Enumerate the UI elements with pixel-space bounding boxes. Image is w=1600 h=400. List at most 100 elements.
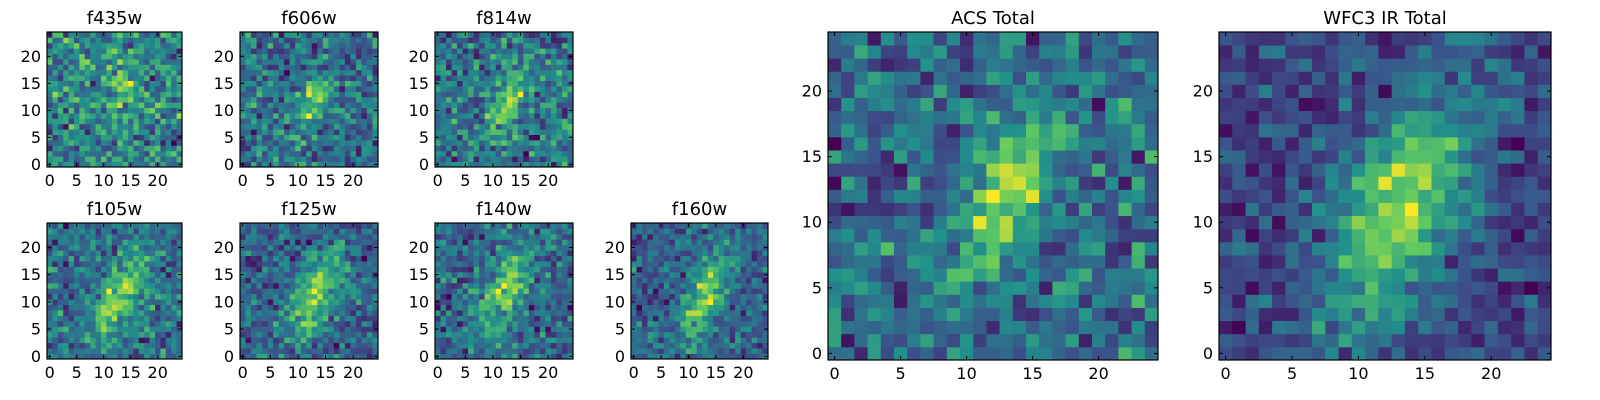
heatmap-cell — [361, 266, 368, 273]
heatmap-cell — [171, 277, 177, 284]
heatmap-cell — [256, 129, 263, 135]
heatmap-cell — [133, 277, 140, 284]
heatmap-cell — [160, 140, 167, 146]
heatmap-cell — [724, 348, 731, 354]
heatmap-cell — [289, 86, 296, 92]
heatmap-cell — [451, 353, 458, 360]
heatmap-cell — [63, 299, 69, 305]
x-tick-label: 10 — [678, 363, 698, 382]
heatmap-cell — [160, 299, 167, 305]
heatmap-cell — [451, 53, 458, 60]
heatmap-cell — [68, 271, 75, 278]
heatmap-cell — [138, 233, 145, 240]
heatmap-cell — [1026, 307, 1040, 322]
heatmap-cell — [1092, 189, 1106, 203]
heatmap-cell — [933, 215, 948, 230]
heatmap-cell — [144, 348, 150, 354]
heatmap-cell — [300, 80, 307, 87]
heatmap-cell — [729, 282, 736, 289]
heatmap-cell — [641, 282, 648, 289]
heatmap-cell — [57, 223, 64, 229]
heatmap-cell — [278, 255, 285, 262]
heatmap-cell — [366, 134, 373, 141]
heatmap-cell — [111, 118, 118, 125]
heatmap-cell — [440, 233, 447, 240]
heatmap-cell — [106, 75, 113, 81]
heatmap-cell — [350, 255, 357, 262]
heatmap-cell — [462, 37, 469, 44]
heatmap-cell — [468, 304, 475, 311]
heatmap-cell — [111, 348, 118, 354]
heatmap-cell — [550, 239, 557, 246]
heatmap-cell — [517, 91, 524, 98]
heatmap-cell — [90, 266, 96, 273]
heatmap-cell — [484, 150, 491, 157]
heatmap-cell — [251, 113, 257, 119]
heatmap-cell — [1144, 320, 1159, 335]
heatmap-cell — [854, 176, 868, 190]
heatmap-cell — [1144, 215, 1159, 230]
heatmap-cell — [561, 233, 568, 240]
heatmap-cell — [122, 255, 129, 262]
heatmap-cell — [273, 140, 280, 146]
heatmap-cell — [138, 288, 145, 295]
heatmap-cell — [122, 331, 129, 338]
heatmap-cell — [372, 69, 379, 76]
heatmap-cell — [128, 233, 134, 240]
heatmap-cell — [534, 223, 541, 229]
heatmap-cell — [245, 244, 252, 251]
heatmap-cell — [160, 113, 167, 119]
heatmap-cell — [344, 320, 351, 327]
heatmap-cell — [361, 223, 368, 229]
heatmap-cell — [47, 320, 53, 327]
heatmap-cell — [245, 42, 252, 49]
heatmap-cell — [251, 64, 257, 71]
heatmap-cell — [490, 53, 497, 60]
heatmap-cell — [57, 113, 64, 119]
heatmap-cell — [84, 320, 91, 327]
heatmap-cell — [306, 102, 313, 108]
heatmap-cell — [999, 241, 1014, 256]
heatmap-cell — [495, 80, 502, 87]
heatmap-cell — [457, 80, 463, 87]
heatmap-cell — [295, 123, 302, 130]
heatmap-cell — [160, 353, 167, 360]
heatmap-cell — [495, 53, 502, 60]
heatmap-cell — [128, 129, 134, 135]
heatmap-cell — [556, 233, 563, 240]
heatmap-cell — [567, 37, 574, 44]
heatmap-cell — [669, 271, 676, 278]
heatmap-cell — [311, 75, 318, 81]
heatmap-cell — [735, 261, 741, 267]
heatmap-cell — [685, 315, 692, 322]
heatmap-cell — [165, 233, 172, 240]
heatmap-cell — [545, 299, 552, 305]
heatmap-cell — [669, 228, 676, 235]
heatmap-cell — [512, 75, 519, 81]
heatmap-cell — [262, 59, 268, 65]
heatmap-cell — [111, 304, 118, 311]
heatmap-cell — [300, 293, 307, 300]
heatmap-cell — [550, 331, 557, 338]
heatmap-cell — [746, 353, 752, 360]
heatmap-cell — [366, 145, 373, 152]
heatmap-cell — [534, 310, 541, 316]
heatmap-cell — [149, 48, 156, 54]
heatmap-cell — [300, 123, 307, 130]
heatmap-cell — [473, 228, 480, 235]
heatmap-cell — [361, 271, 368, 278]
heatmap-cell — [79, 261, 86, 267]
heatmap-cell — [894, 176, 908, 190]
heatmap-cell — [165, 123, 172, 130]
heatmap-cell — [95, 299, 102, 305]
heatmap-cell — [451, 107, 458, 114]
heatmap-cell — [106, 48, 113, 54]
heatmap-cell — [740, 304, 747, 311]
heatmap-cell — [289, 123, 296, 130]
heatmap-cell — [256, 293, 263, 300]
heatmap-cell — [176, 315, 183, 322]
heatmap-cell — [149, 288, 156, 295]
heatmap-cell — [273, 331, 280, 338]
heatmap-cell — [289, 42, 296, 49]
heatmap-cell — [435, 123, 441, 130]
